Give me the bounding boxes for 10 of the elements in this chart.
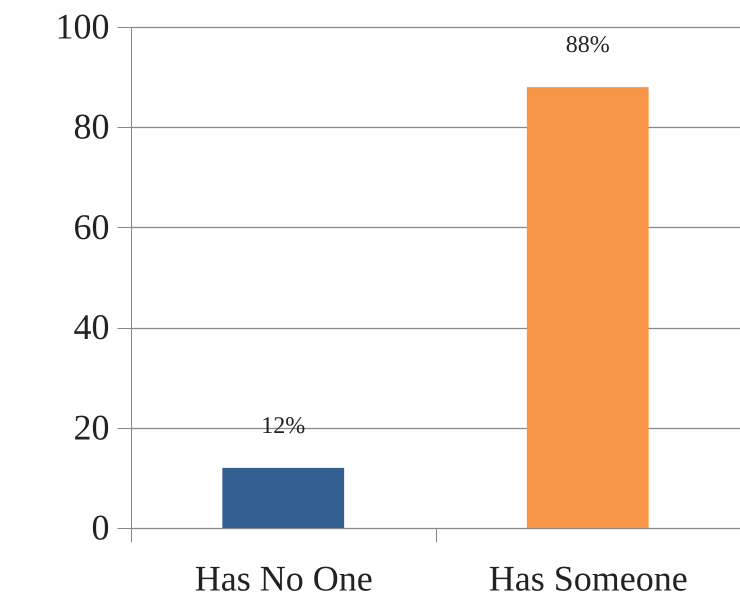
y-tick-label: 100 xyxy=(56,6,110,46)
x-tick-label: Has No One xyxy=(194,558,373,598)
y-tick-label: 0 xyxy=(92,508,110,548)
y-tick-label: 80 xyxy=(74,106,110,147)
y-tick-label: 40 xyxy=(74,307,110,348)
x-tick-label: Has Someone xyxy=(488,558,688,598)
data-label: 12% xyxy=(261,412,306,439)
y-tick-label: 60 xyxy=(74,206,110,247)
data-label: 88% xyxy=(566,32,610,58)
y-tick-label: 20 xyxy=(74,407,110,448)
